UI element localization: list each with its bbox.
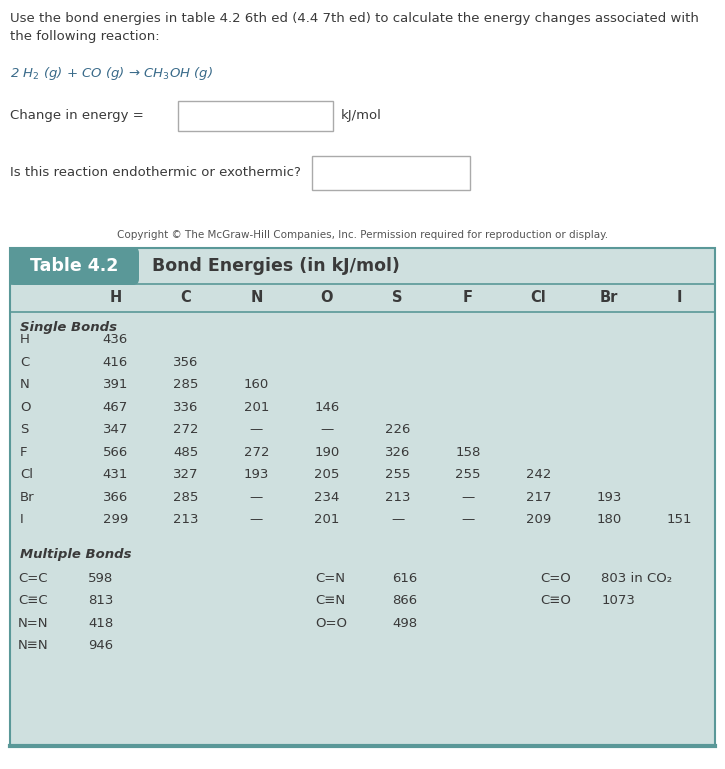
Text: 217: 217 [526, 491, 551, 504]
Text: S: S [20, 423, 28, 436]
Text: —: — [461, 513, 475, 526]
Text: 234: 234 [314, 491, 339, 504]
Text: Is this reaction endothermic or exothermic?: Is this reaction endothermic or exotherm… [10, 165, 301, 178]
Text: 213: 213 [173, 513, 199, 526]
Text: 158: 158 [455, 445, 481, 458]
Text: 431: 431 [103, 468, 128, 481]
Text: Br: Br [20, 491, 35, 504]
Text: 205: 205 [314, 468, 339, 481]
Text: C≡N: C≡N [315, 594, 345, 607]
Text: O=O: O=O [315, 617, 347, 630]
Text: 146: 146 [315, 401, 339, 414]
Text: N: N [250, 291, 262, 305]
Text: H: H [20, 333, 30, 346]
Text: 326: 326 [385, 445, 410, 458]
Text: Use the bond energies in table 4.2 6th ed (4.4 7th ed) to calculate the energy c: Use the bond energies in table 4.2 6th e… [10, 12, 699, 25]
Text: 866: 866 [392, 594, 418, 607]
Text: 366: 366 [103, 491, 128, 504]
Text: 213: 213 [385, 491, 410, 504]
Text: Cl: Cl [531, 291, 547, 305]
Text: 1073: 1073 [601, 594, 635, 607]
Text: 160: 160 [244, 378, 269, 391]
Text: Cl: Cl [20, 468, 33, 481]
Text: 327: 327 [173, 468, 199, 481]
Text: 436: 436 [103, 333, 128, 346]
Text: 242: 242 [526, 468, 551, 481]
Text: Bond Energies (in kJ/mol): Bond Energies (in kJ/mol) [152, 257, 400, 275]
Text: Br: Br [600, 291, 618, 305]
Text: 598: 598 [88, 571, 113, 584]
Text: the following reaction:: the following reaction: [10, 30, 160, 43]
Text: I: I [677, 291, 682, 305]
Text: 255: 255 [385, 468, 410, 481]
Text: —: — [391, 513, 404, 526]
Text: H: H [109, 291, 121, 305]
Text: 946: 946 [88, 639, 113, 652]
FancyBboxPatch shape [9, 247, 139, 285]
Text: C=N: C=N [315, 571, 345, 584]
Text: 193: 193 [597, 491, 622, 504]
Text: —: — [250, 423, 263, 436]
Text: 336: 336 [173, 401, 199, 414]
Text: 201: 201 [244, 401, 269, 414]
Text: 347: 347 [103, 423, 128, 436]
Bar [10, 248, 715, 746]
Text: C: C [181, 291, 191, 305]
Text: 151: 151 [667, 513, 692, 526]
Text: —: — [250, 491, 263, 504]
Text: —: — [250, 513, 263, 526]
Text: 285: 285 [173, 378, 199, 391]
Text: kJ/mol: kJ/mol [341, 108, 382, 122]
Text: 813: 813 [88, 594, 113, 607]
Text: I: I [20, 513, 24, 526]
Text: 391: 391 [103, 378, 128, 391]
Text: C≡O: C≡O [541, 594, 571, 607]
Text: N: N [20, 378, 30, 391]
Text: C=O: C=O [541, 571, 571, 584]
Text: S: S [392, 291, 403, 305]
Text: 285: 285 [173, 491, 199, 504]
Text: 356: 356 [173, 355, 199, 368]
Text: N=N: N=N [18, 617, 49, 630]
Text: 299: 299 [103, 513, 128, 526]
Text: 416: 416 [103, 355, 128, 368]
Text: 803 in CO₂: 803 in CO₂ [601, 571, 672, 584]
Text: 485: 485 [173, 445, 199, 458]
Text: N≡N: N≡N [18, 639, 49, 652]
Text: 193: 193 [244, 468, 269, 481]
Text: 180: 180 [597, 513, 622, 526]
Text: 616: 616 [392, 571, 418, 584]
Text: 467: 467 [103, 401, 128, 414]
Text: 201: 201 [314, 513, 339, 526]
Text: —: — [320, 423, 334, 436]
Text: F: F [20, 445, 28, 458]
Text: Change in energy =: Change in energy = [10, 108, 144, 122]
Text: 209: 209 [526, 513, 551, 526]
Text: —: — [461, 491, 475, 504]
Text: Single Bonds: Single Bonds [20, 321, 117, 334]
Text: 255: 255 [455, 468, 481, 481]
Text: Table 4.2: Table 4.2 [30, 257, 118, 275]
Bar [178, 101, 333, 131]
Text: O: O [20, 401, 30, 414]
Text: 190: 190 [315, 445, 339, 458]
Text: C: C [20, 355, 29, 368]
Text: 272: 272 [244, 445, 269, 458]
Text: O: O [320, 291, 334, 305]
Text: 272: 272 [173, 423, 199, 436]
Text: C≡C: C≡C [18, 594, 48, 607]
Text: 418: 418 [88, 617, 113, 630]
Text: Multiple Bonds: Multiple Bonds [20, 548, 131, 561]
Text: Copyright © The McGraw-Hill Companies, Inc. Permission required for reproduction: Copyright © The McGraw-Hill Companies, I… [117, 230, 608, 240]
Text: 2 H$_2$ (g) + CO (g) → CH$_3$OH (g): 2 H$_2$ (g) + CO (g) → CH$_3$OH (g) [10, 65, 213, 82]
Bar [312, 156, 470, 190]
Text: F: F [463, 291, 473, 305]
Text: C=C: C=C [18, 571, 48, 584]
Text: 226: 226 [385, 423, 410, 436]
Text: 498: 498 [392, 617, 418, 630]
Text: 566: 566 [103, 445, 128, 458]
